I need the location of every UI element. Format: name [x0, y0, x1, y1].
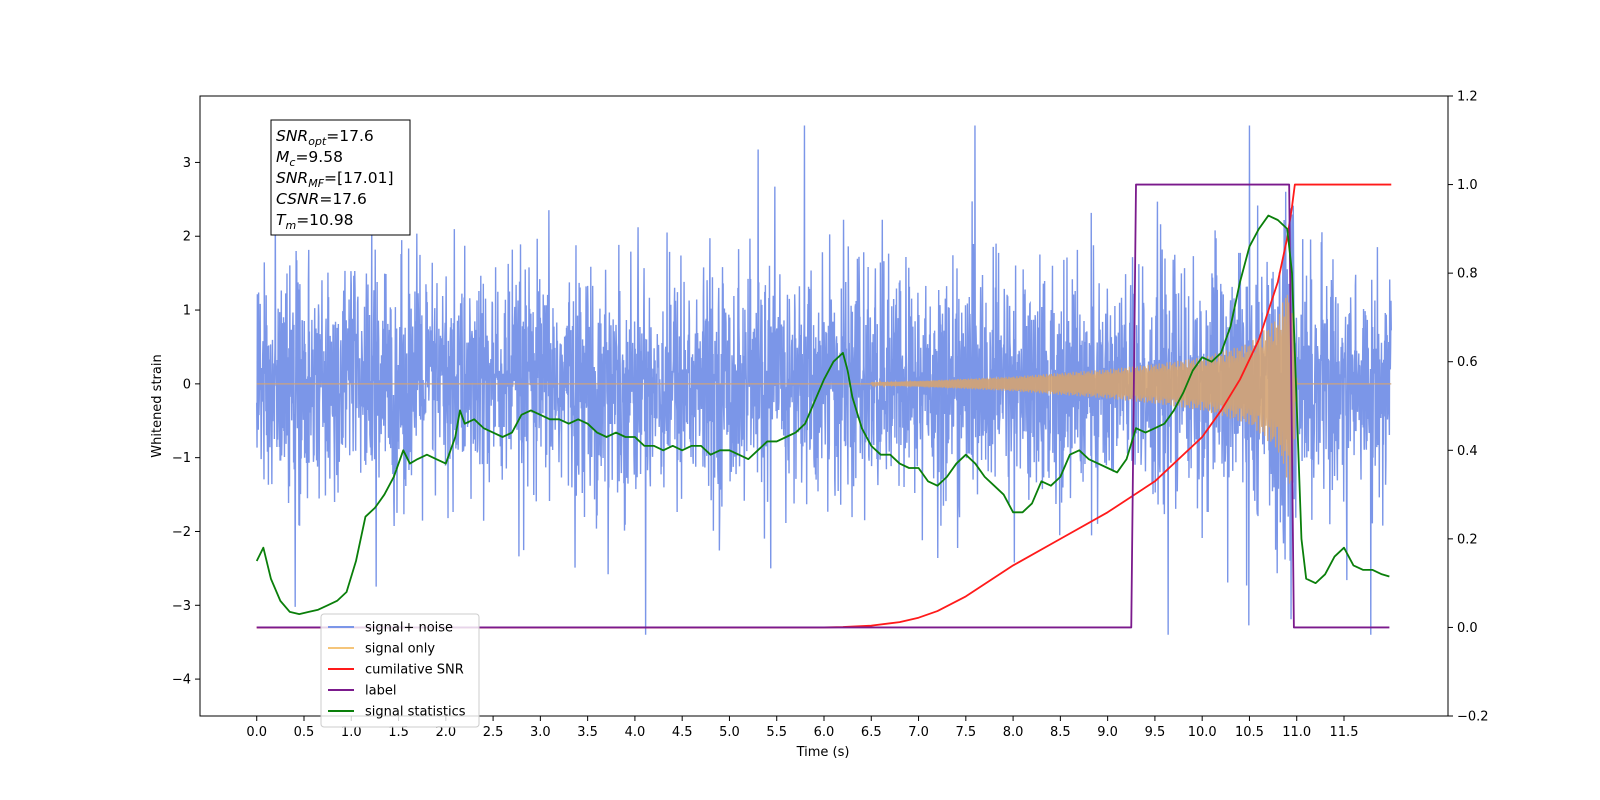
legend-label: signal only: [365, 642, 435, 657]
series-layer: [255, 125, 1392, 635]
y-left-tick-label: 0: [183, 377, 191, 392]
x-tick-label: 8.5: [1050, 725, 1071, 740]
annotation-line: CSNR=17.6: [276, 190, 367, 208]
legend-item: signal only: [328, 642, 435, 657]
annotation-line: Tm=10.98: [276, 211, 354, 232]
annotation-subscript: m: [285, 219, 296, 232]
y-left-tick-label: −1: [172, 451, 191, 466]
legend-item: cumilative SNR: [328, 663, 464, 678]
x-tick-label: 8.0: [1003, 725, 1024, 740]
x-axis: 0.0 0.5 1.0 1.5 2.0 2.5 3.0 3.5 4.0 4.5 5.0 5.5 6.0 6…: [246, 716, 1358, 740]
x-tick-label: 2.0: [435, 725, 456, 740]
y-left-tick-label: −3: [172, 599, 191, 614]
annotation-symbol: CSNR: [276, 190, 319, 208]
x-tick-label: 5.0: [719, 725, 740, 740]
x-tick-label: 9.0: [1097, 725, 1118, 740]
legend-label: signal statistics: [365, 705, 466, 720]
x-tick-label: 11.5: [1330, 725, 1359, 740]
x-tick-label: 2.5: [483, 725, 504, 740]
series-label: [256, 183, 1390, 629]
y-right-tick-label: 0.2: [1457, 532, 1478, 547]
legend-label: signal+ noise: [365, 621, 453, 636]
x-tick-label: 1.5: [388, 725, 409, 740]
x-tick-label: 10.0: [1188, 725, 1217, 740]
annotation-symbol: T: [276, 211, 287, 229]
legend-item: label: [328, 684, 396, 699]
legend: signal+ noise signal only cumilative SNR la…: [320, 613, 480, 728]
annotation-value: =10.98: [296, 211, 353, 229]
annotation-value: =[17.01]: [324, 169, 393, 187]
x-tick-label: 5.5: [766, 725, 787, 740]
annotation-line: Mc=9.58: [276, 148, 343, 169]
y-axis-right: −0.2 0.0 0.2 0.4 0.6 0.8 1.0 1.2: [1448, 90, 1489, 725]
x-axis-label: Time (s): [796, 745, 850, 760]
annotation-symbol: SNR: [276, 127, 308, 145]
x-tick-label: 11.0: [1282, 725, 1311, 740]
y-right-tick-label: 0.6: [1457, 355, 1478, 370]
y-axis-left: −4 −3 −2 −1 0 1 2 3: [172, 156, 200, 688]
x-tick-label: 4.0: [625, 725, 646, 740]
x-tick-label: 6.0: [814, 725, 835, 740]
x-tick-label: 3.5: [577, 725, 598, 740]
annotation-symbol: M: [276, 148, 289, 166]
legend-item: signal+ noise: [328, 621, 453, 636]
x-tick-label: 9.5: [1145, 725, 1166, 740]
legend-item: signal statistics: [328, 705, 466, 720]
annotation-subscript: c: [289, 156, 295, 169]
annotation-value: =9.58: [295, 148, 343, 166]
annotation-subscript: MF: [308, 177, 324, 190]
x-tick-label: 0.0: [246, 725, 267, 740]
series-signal-statistics: [255, 214, 1390, 616]
annotation-line: SNRMF=[17.01]: [276, 169, 394, 190]
legend-label: cumilative SNR: [365, 663, 464, 678]
y-right-tick-label: −0.2: [1457, 710, 1489, 725]
y-right-tick-label: 0.4: [1457, 444, 1478, 459]
y-right-tick-label: 1.0: [1457, 178, 1478, 193]
y-axis-left-label: Whitened strain: [150, 354, 165, 457]
y-right-tick-label: 0.0: [1457, 621, 1478, 636]
x-tick-label: 10.5: [1235, 725, 1264, 740]
annotation-value: =17.6: [326, 127, 374, 145]
y-right-tick-label: 0.8: [1457, 267, 1478, 282]
annotation-box: SNRopt=17.6Mc=9.58SNRMF=[17.01]CSNR=17.6…: [270, 119, 411, 236]
y-right-tick-label: 1.2: [1457, 90, 1478, 105]
y-left-tick-label: 3: [183, 156, 191, 171]
annotation-subscript: opt: [308, 135, 327, 148]
annotation-value: =17.6: [319, 190, 367, 208]
y-left-tick-label: −4: [172, 673, 191, 688]
series-signal-plus-noise: [256, 125, 1392, 635]
x-tick-label: 7.5: [955, 725, 976, 740]
x-tick-label: 3.0: [530, 725, 551, 740]
y-left-tick-label: 2: [183, 230, 191, 245]
legend-frame: [320, 613, 480, 728]
x-tick-label: 7.0: [908, 725, 929, 740]
annotation-symbol: SNR: [276, 169, 308, 187]
legend-label: label: [365, 684, 396, 699]
x-tick-label: 1.0: [341, 725, 362, 740]
y-left-tick-label: −2: [172, 525, 191, 540]
annotation-frame: [270, 119, 411, 236]
x-tick-label: 6.5: [861, 725, 882, 740]
x-tick-label: 0.5: [294, 725, 315, 740]
series-signal-only: [256, 278, 1392, 484]
y-left-tick-label: 1: [183, 304, 191, 319]
annotation-line: SNRopt=17.6: [276, 127, 374, 148]
x-tick-label: 4.5: [672, 725, 693, 740]
